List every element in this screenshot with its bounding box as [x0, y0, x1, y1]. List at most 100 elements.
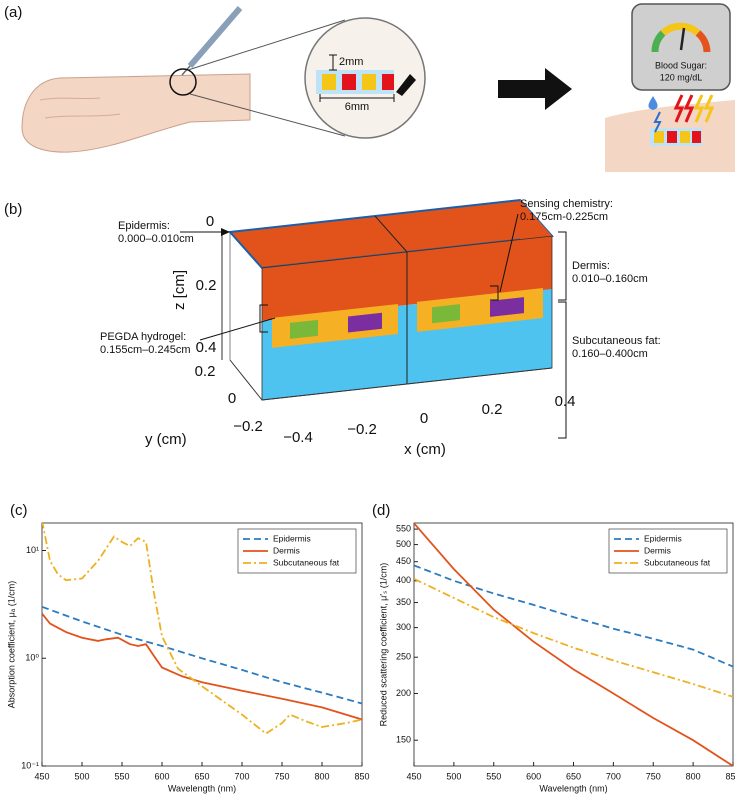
- x-tick-label: 600: [526, 771, 541, 781]
- z-tick-label: 0.4: [196, 339, 217, 356]
- sensor-dot: [680, 131, 690, 143]
- x-tick-label: 550: [114, 771, 129, 781]
- annotation: 0.155cm–0.245cm: [100, 344, 191, 356]
- x-tick-label: 0.2: [482, 401, 503, 418]
- annotation: 0.160–0.400cm: [572, 348, 648, 360]
- arrow: [498, 68, 572, 110]
- series-line: [42, 612, 362, 721]
- legend-label: Epidermis: [644, 533, 682, 543]
- y-tick-label: 250: [396, 652, 411, 662]
- legend-label: Subcutaneous fat: [644, 557, 711, 567]
- x-tick-label: 750: [646, 771, 661, 781]
- panel-label: (c): [10, 502, 28, 519]
- annotation: Epidermis:: [118, 220, 170, 232]
- meter-text: 120 mg/dL: [660, 72, 703, 82]
- bracket: [558, 231, 567, 301]
- annotation: 0.010–0.160cm: [572, 273, 648, 285]
- legend-label: Subcutaneous fat: [273, 557, 340, 567]
- z-axis-label: z [cm]: [171, 270, 188, 310]
- dim-bracket: [329, 54, 337, 71]
- x-tick-label: 650: [566, 771, 581, 781]
- y-tick-label: 500: [396, 539, 411, 549]
- panel-label: (d): [372, 502, 390, 519]
- x-tick-label: 500: [446, 771, 461, 781]
- zoom-line: [187, 19, 346, 71]
- y-tick-label: 400: [396, 575, 411, 585]
- sensor-dot: [692, 131, 701, 143]
- front-face: [261, 235, 553, 401]
- bolt: [653, 111, 662, 133]
- x-tick-label: 0.4: [555, 393, 576, 410]
- sensing-patch: [490, 297, 524, 317]
- sensor-dot: [382, 74, 394, 90]
- dim-bracket: [319, 94, 395, 102]
- x-tick-label: 650: [194, 771, 209, 781]
- x-tick-label: 700: [234, 771, 249, 781]
- bracket: [259, 304, 268, 333]
- annotation: Dermis:: [572, 260, 610, 272]
- sensor-dot: [667, 131, 677, 143]
- y-tick-label: −0.2: [233, 418, 263, 435]
- series-line: [414, 577, 733, 698]
- hand: [21, 73, 251, 153]
- x-tick-label: 750: [274, 771, 289, 781]
- gauge: [651, 30, 666, 53]
- needle: [679, 27, 686, 51]
- y-tick-label: 150: [396, 735, 411, 745]
- y-tick-label: 0.2: [195, 363, 216, 380]
- x-tick-label: 800: [686, 771, 701, 781]
- bolt: [673, 94, 695, 123]
- x-tick-label: 450: [406, 771, 421, 781]
- y-axis-label: Reduced scattering coefficient, μ′ₛ (1/c…: [378, 563, 388, 727]
- x-axis-label: Wavelength (nm): [539, 783, 607, 793]
- y-axis-label: Absorption coefficient, μₐ (1/cm): [6, 581, 16, 708]
- x-tick-label: 850: [725, 771, 735, 781]
- x-tick-label: 700: [606, 771, 621, 781]
- fingers: [39, 97, 121, 119]
- legend-label: Dermis: [644, 545, 671, 555]
- meter-text: Blood Sugar:: [655, 60, 707, 70]
- y-axis: [229, 359, 263, 401]
- y-tick-label: 200: [396, 688, 411, 698]
- annotation: 0.175cm-0.225cm: [520, 211, 608, 223]
- sensor-dot: [362, 74, 376, 90]
- x-axis: [261, 367, 553, 401]
- bracket: [490, 285, 499, 301]
- z-tick-label: 0: [206, 213, 214, 230]
- annotation: PEGDA hydrogel:: [100, 331, 186, 343]
- z-tick-label: 0.2: [196, 277, 217, 294]
- sensing-patch: [432, 304, 460, 324]
- annotation: Sensing chemistry:: [520, 198, 613, 210]
- x-axis-label: x (cm): [404, 441, 446, 458]
- bracket: [558, 301, 567, 439]
- sensor-dot: [322, 74, 336, 90]
- sensing-patch: [290, 319, 318, 339]
- dimension: 2mm: [339, 56, 363, 68]
- pointer: [199, 317, 276, 341]
- pointer: [499, 213, 519, 293]
- legend-label: Epidermis: [273, 533, 311, 543]
- y-tick-label: 0: [228, 390, 236, 407]
- sensor-dot: [342, 74, 356, 90]
- x-tick-label: 0: [420, 410, 428, 427]
- y-tick-label: 450: [396, 556, 411, 566]
- y-tick-label: 300: [396, 622, 411, 632]
- dimension: 6mm: [345, 101, 369, 113]
- legend-label: Dermis: [273, 545, 300, 555]
- needle: [181, 65, 191, 76]
- series-line: [42, 605, 362, 705]
- pen: [396, 74, 416, 96]
- gauge: [695, 30, 711, 53]
- panel-label: (a): [4, 4, 22, 21]
- sensing-patch: [348, 312, 382, 333]
- x-tick-label: 450: [34, 771, 49, 781]
- x-tick-label: −0.2: [347, 421, 377, 438]
- series-line: [414, 523, 733, 766]
- x-tick-label: 850: [354, 771, 369, 781]
- cut-line: [374, 215, 408, 253]
- bolt: [693, 94, 715, 123]
- x-axis-label: Wavelength (nm): [168, 783, 236, 793]
- syringe: [187, 6, 243, 68]
- series-line: [42, 523, 362, 735]
